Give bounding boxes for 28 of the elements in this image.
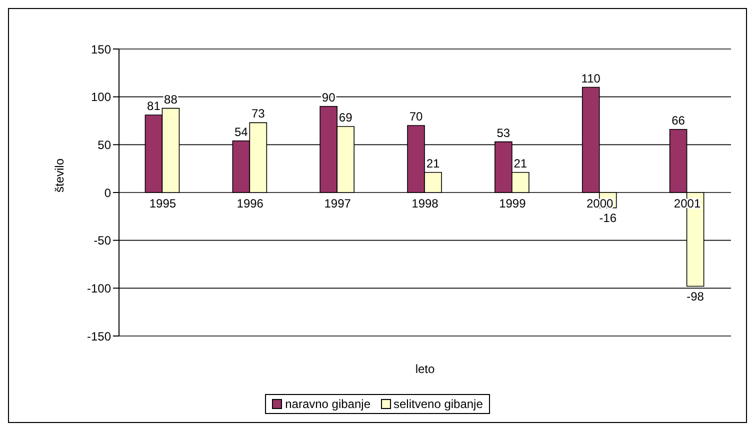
y-tick-label: -50	[94, 234, 112, 248]
x-tick-label: 1996	[236, 196, 264, 210]
legend-label: naravno gibanje	[284, 397, 370, 411]
y-tick-label: 100	[90, 90, 112, 104]
y-tick-label: -100	[86, 281, 112, 296]
y-tick-label: 0	[104, 186, 112, 200]
y-tick-label: 150	[90, 42, 112, 56]
data-label: -98	[686, 289, 704, 304]
data-label: 110	[581, 71, 601, 86]
data-label: 69	[338, 110, 353, 124]
data-label: 53	[496, 126, 510, 140]
legend-label: selitveno gibanje	[392, 397, 483, 411]
data-label: 73	[251, 106, 266, 121]
x-tick-label: 1999	[499, 196, 526, 210]
y-axis-title: število	[52, 158, 66, 192]
data-label: 21	[426, 156, 440, 170]
data-label: 54	[234, 124, 248, 139]
data-label: -16	[599, 210, 617, 225]
y-tick-label: 50	[98, 138, 112, 152]
data-label: 21	[514, 156, 528, 170]
data-label: 81	[147, 99, 161, 114]
x-tick-label: 1995	[149, 196, 176, 210]
y-tick-label: -150	[86, 329, 112, 344]
x-axis-title: leto	[415, 362, 435, 376]
data-label: 70	[409, 110, 424, 124]
x-tick-label: 1997	[324, 196, 352, 210]
data-label: 66	[672, 113, 686, 128]
x-tick-label: 1998	[412, 196, 439, 210]
